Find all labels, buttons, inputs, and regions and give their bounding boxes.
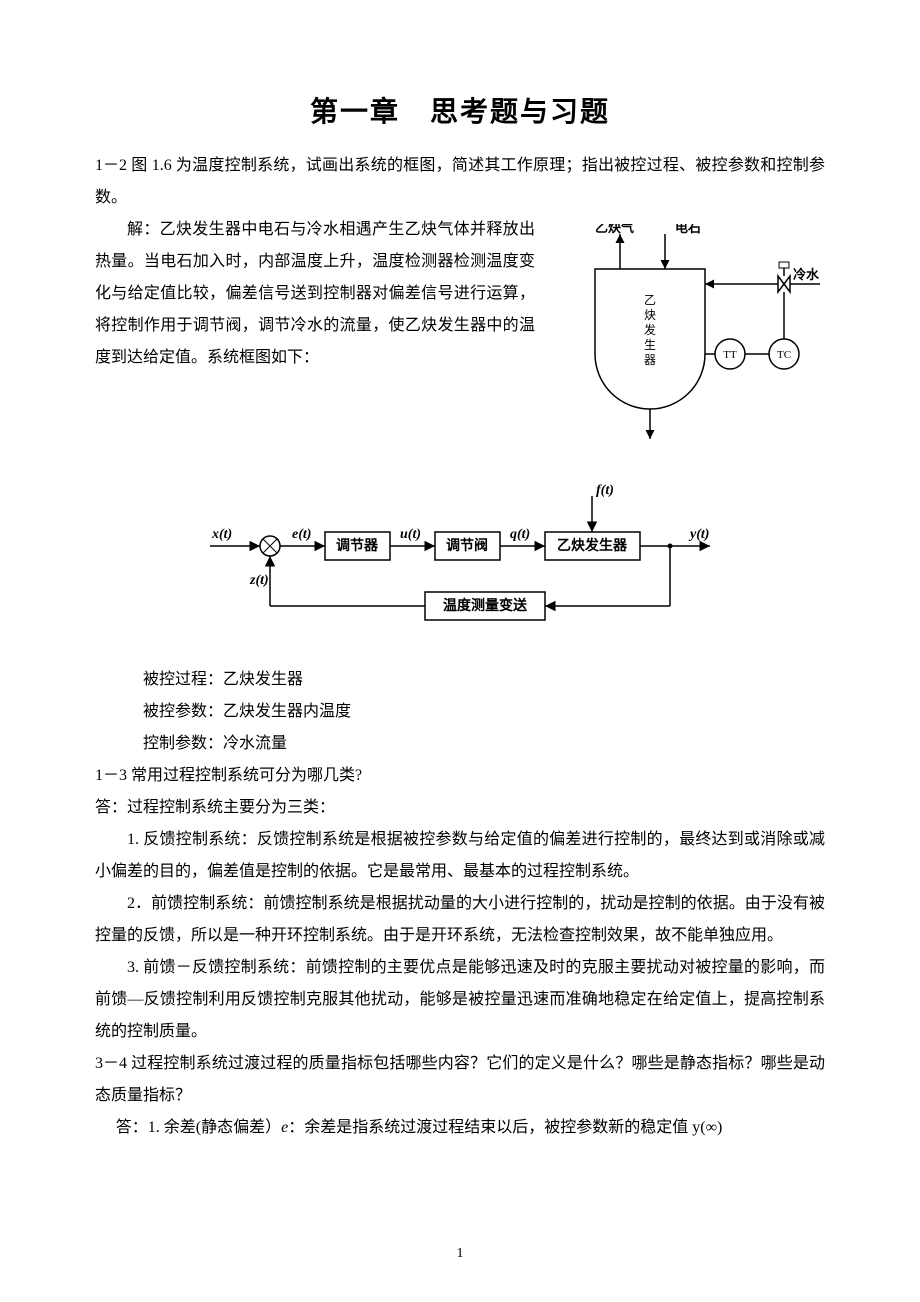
q12-summary-2: 被控参数：乙炔发生器内温度 (95, 696, 825, 728)
q13-heading: 1－3 常用过程控制系统可分为哪几类? (95, 760, 825, 792)
label-qt: q(t) (510, 527, 530, 542)
label-regulator: 调节器 (336, 537, 379, 554)
q13-a3: 3. 前馈－反馈控制系统：前馈控制的主要优点是能够迅速及时的克服主要扰动对被控量… (95, 952, 825, 1048)
q12-heading: 1－2 图 1.6 为温度控制系统，试画出系统的框图，简述其工作原理；指出被控过… (95, 150, 825, 214)
label-sensor: 温度测量变送 (443, 597, 528, 614)
label-valve: 调节阀 (446, 537, 488, 554)
label-tc: TC (777, 349, 791, 361)
label-yt: y(t) (688, 527, 709, 542)
q12-summary-3: 控制参数：冷水流量 (95, 728, 825, 760)
q34-a1-pre: 答：1. 余差(静态偏差） (116, 1119, 281, 1136)
q13-a2: 2．前馈控制系统：前馈控制系统是根据扰动量的大小进行控制的，扰动是控制的依据。由… (95, 888, 825, 952)
label-cold-water: 冷水 (793, 267, 820, 282)
gen-char-2: 炔 (644, 308, 656, 322)
q12-summary-1: 被控过程：乙炔发生器 (95, 664, 825, 696)
label-calcium-carbide: 电石 (675, 224, 701, 235)
q34-a1: 答：1. 余差(静态偏差）e：余差是指系统过渡过程结束以后，被控参数新的稳定值 … (95, 1112, 825, 1144)
gen-char-5: 器 (644, 353, 656, 367)
chapter-title: 第一章 思考题与习题 (95, 90, 825, 130)
label-acetylene-gas: 乙炔气 (595, 224, 634, 235)
q13-lead: 答：过程控制系统主要分为三类： (95, 792, 825, 824)
q34-a1-post: ：余差是指系统过渡过程结束以后，被控参数新的稳定值 y(∞) (288, 1119, 722, 1136)
label-ft: f(t) (596, 483, 614, 498)
page-number: 1 (0, 1246, 920, 1262)
label-et: e(t) (292, 527, 311, 542)
gen-char-1: 乙 (644, 293, 656, 307)
gen-char-4: 生 (644, 338, 656, 352)
content: 1－2 图 1.6 为温度控制系统，试画出系统的框图，简述其工作原理；指出被控过… (95, 150, 825, 1144)
label-plant: 乙炔发生器 (557, 537, 628, 554)
label-tt: TT (723, 349, 737, 361)
label-zt: z(t) (249, 573, 269, 588)
page: 第一章 思考题与习题 1－2 图 1.6 为温度控制系统，试画出系统的框图，简述… (0, 0, 920, 1302)
label-ut: u(t) (400, 527, 421, 542)
q12-row: 解：乙炔发生器中电石与冷水相遇产生乙炔气体并释放出热量。当电石加入时，内部温度上… (95, 214, 825, 466)
q12-answer: 解：乙炔发生器中电石与冷水相遇产生乙炔气体并释放出热量。当电石加入时，内部温度上… (95, 214, 535, 374)
q13-a1: 1. 反馈控制系统：反馈控制系统是根据被控参数与给定值的偏差进行控制的，最终达到… (95, 824, 825, 888)
q34-heading: 3－4 过程控制系统过渡过程的质量指标包括哪些内容？它们的定义是什么？哪些是静态… (95, 1048, 825, 1112)
diagram-generator: 乙 炔 发 生 器 乙炔气 电石 冷水 TT TC (535, 224, 825, 454)
label-xt: x(t) (211, 527, 232, 542)
gen-char-3: 发 (644, 322, 656, 337)
diagram-block: x(t) e(t) u(t) q(t) f(t) y(t) z(t) 调节器 调… (200, 476, 720, 636)
